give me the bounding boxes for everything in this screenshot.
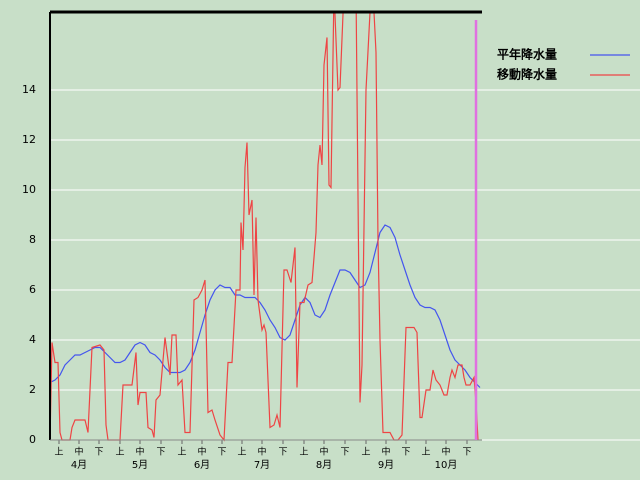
- x-tick-label: 下: [462, 448, 471, 458]
- month-label: 8月: [316, 459, 332, 471]
- plot-area: [50, 12, 481, 442]
- y-tick-label: 4: [29, 333, 36, 346]
- y-tick-label: 8: [29, 233, 36, 246]
- month-label: 6月: [194, 459, 210, 471]
- x-tick-label: 中: [257, 446, 266, 458]
- x-tick-label: 下: [156, 448, 165, 458]
- month-label: 4月: [71, 459, 87, 471]
- month-label: 9月: [378, 459, 394, 471]
- legend-label: 移動降水量: [497, 67, 557, 82]
- legend-label: 平年降水量: [497, 47, 557, 62]
- x-tick-label: 上: [361, 447, 370, 458]
- x-tick-label: 下: [94, 448, 103, 458]
- x-tick-label: 上: [115, 447, 124, 458]
- month-label: 10月: [435, 459, 458, 471]
- x-tick-label: 下: [401, 448, 410, 458]
- x-tick-label: 下: [278, 448, 287, 458]
- y-tick-label: 10: [22, 183, 36, 196]
- x-tick-label: 中: [441, 446, 450, 458]
- x-tick-label: 上: [299, 447, 308, 458]
- y-tick-label: 6: [29, 283, 36, 296]
- x-tick-label: 中: [74, 446, 83, 458]
- x-tick-label: 上: [177, 447, 186, 458]
- y-tick-label: 12: [22, 133, 36, 146]
- x-tick-label: 下: [217, 448, 226, 458]
- y-tick-label: 14: [22, 83, 36, 96]
- month-label: 7月: [254, 459, 270, 471]
- series-line: [50, 12, 479, 442]
- x-tick-label: 中: [135, 446, 144, 458]
- x-tick-label: 下: [340, 448, 349, 458]
- y-tick-label: 2: [29, 383, 36, 396]
- y-tick-label: 0: [29, 433, 36, 446]
- x-tick-label: 中: [319, 446, 328, 458]
- x-tick-label: 中: [381, 446, 390, 458]
- x-tick-label: 上: [237, 447, 246, 458]
- x-tick-label: 上: [54, 447, 63, 458]
- x-tick-label: 中: [197, 446, 206, 458]
- x-tick-label: 上: [421, 447, 430, 458]
- series-line: [50, 224, 481, 388]
- month-label: 5月: [132, 459, 148, 471]
